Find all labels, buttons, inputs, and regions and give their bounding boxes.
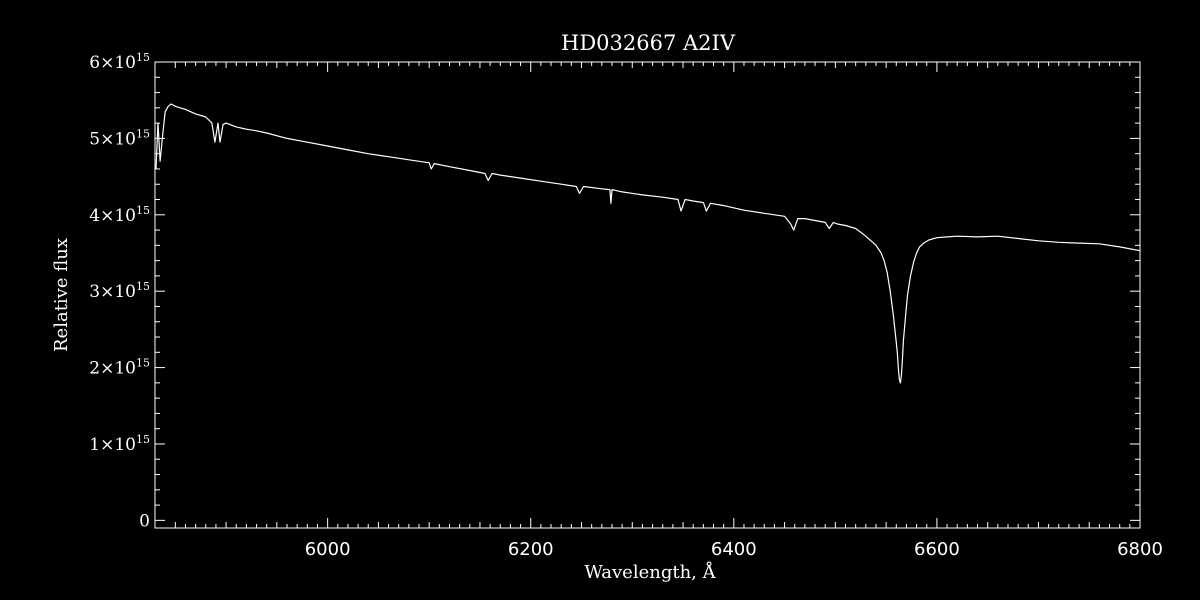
y-tick-mantissa: 3×10	[89, 282, 136, 302]
y-tick-label: 5×1015	[89, 127, 150, 149]
y-tick-exponent: 15	[136, 204, 150, 217]
plot-frame	[154, 61, 1141, 529]
x-axis-label: Wavelength, Å	[584, 561, 716, 583]
x-tick-label: 6200	[508, 539, 554, 560]
y-tick-label: 1×1015	[89, 433, 150, 455]
series-line-0	[155, 103, 1141, 384]
y-tick-exponent: 15	[136, 51, 150, 64]
x-tick-label: 6000	[305, 539, 351, 560]
y-tick-mantissa: 1×10	[89, 435, 136, 455]
y-tick-label: 4×1015	[89, 204, 150, 226]
y-tick-mantissa: 2×10	[89, 359, 136, 379]
y-axis-label: Relative flux	[51, 238, 72, 352]
y-tick-exponent: 15	[136, 127, 150, 140]
chart-title: HD032667 A2IV	[561, 31, 736, 55]
x-tick-label: 6800	[1117, 539, 1163, 560]
y-tick-label: 2×1015	[89, 357, 150, 379]
x-axis: 6000 6200 6400 6600 6800	[174, 62, 1163, 560]
y-tick-exponent: 15	[136, 357, 150, 370]
y-tick-mantissa: 4×10	[89, 206, 136, 226]
y-tick-mantissa: 6×10	[89, 53, 136, 73]
x-tick-label: 6400	[711, 539, 757, 560]
y-tick-label: 0	[139, 511, 150, 531]
y-tick-label: 3×1015	[89, 280, 150, 302]
series-group	[155, 103, 1141, 384]
y-tick-label: 6×1015	[89, 51, 150, 73]
y-tick-exponent: 15	[136, 280, 150, 293]
x-tick-label: 6600	[914, 539, 960, 560]
y-tick-exponent: 15	[136, 433, 150, 446]
y-tick-mantissa: 5×10	[89, 129, 136, 149]
